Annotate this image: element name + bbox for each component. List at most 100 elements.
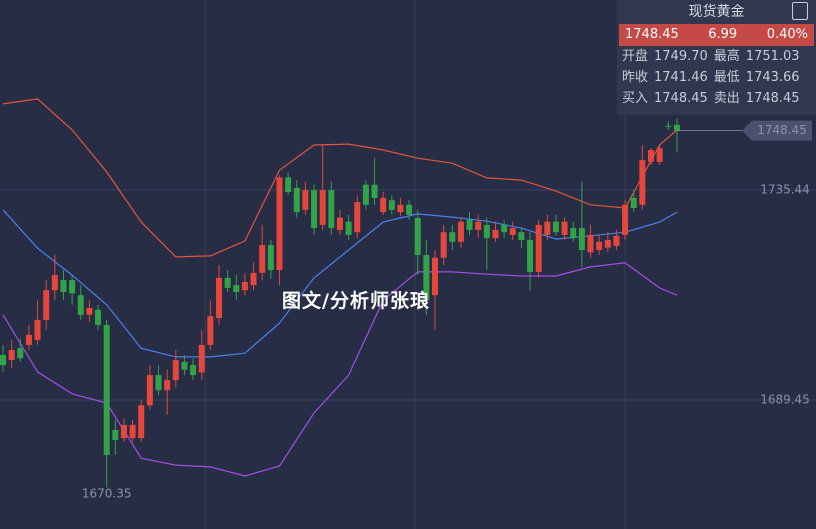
quote-row: 昨收 1741.46 最低 1743.66: [617, 68, 816, 88]
candle-body: [552, 221, 559, 233]
candle-body: [406, 204, 413, 215]
candle-body: [457, 221, 464, 242]
candle-body: [302, 190, 309, 210]
watermark: 图文/分析师张琅: [282, 290, 430, 312]
candle-body: [129, 424, 136, 439]
quote-label: 昨收: [622, 70, 649, 85]
quote-row: 买入 1748.45 卖出 1748.45: [617, 89, 816, 109]
quote-value: 1751.03: [745, 49, 800, 64]
candle-body: [656, 148, 663, 162]
quote-value: 1743.66: [745, 70, 800, 85]
candle-body: [285, 177, 292, 193]
quote-label: 卖出: [713, 91, 740, 106]
candle-body: [501, 224, 508, 233]
price-tag-label: 1748.45: [757, 123, 807, 137]
candle-body: [60, 280, 67, 293]
candle-body: [120, 424, 127, 439]
candle-body: [362, 184, 369, 205]
price: 1748.45: [625, 27, 679, 42]
quote-panel: 现货黄金 1748.45 6.99 0.40% 开盘 1749.70 最高 1751.…: [617, 0, 816, 115]
candle-body: [146, 375, 153, 406]
candle-body: [172, 360, 179, 381]
candle-body: [345, 221, 352, 235]
candle-body: [0, 355, 6, 366]
candle-body: [665, 125, 672, 127]
candle-body: [578, 228, 585, 251]
y-tick-label: 1689.45: [760, 393, 810, 407]
low-label: 1670.35: [82, 487, 132, 501]
price-tag: [742, 120, 812, 141]
candle-body: [112, 429, 119, 440]
change-pct: 0.40%: [766, 27, 808, 42]
quote-label: 最低: [713, 70, 740, 85]
candle-body: [630, 197, 637, 208]
candle-body: [8, 350, 15, 361]
candle-body: [648, 150, 654, 162]
candle-body: [449, 232, 456, 242]
candle-body: [544, 221, 551, 235]
candle-body: [622, 204, 629, 235]
panel-title: 现货黄金: [688, 4, 745, 20]
candle-body: [77, 295, 84, 315]
candle-body: [518, 232, 525, 240]
candle-body: [198, 344, 205, 373]
band-line: [2, 98, 678, 258]
candle-body: [587, 234, 594, 253]
candle-body: [423, 255, 430, 301]
candle-body: [319, 190, 326, 225]
quote-value: 1741.46: [654, 70, 708, 85]
candle-body: [371, 184, 378, 198]
candle-body: [336, 217, 343, 230]
candle-body: [241, 281, 248, 291]
y-tick-label: 1735.44: [760, 183, 810, 197]
quote-label: 最高: [713, 49, 740, 64]
candle-body: [414, 218, 421, 256]
candle-body: [51, 275, 58, 291]
quote-value: 1748.45: [654, 91, 708, 106]
candle-body: [432, 257, 438, 296]
candle-body: [527, 239, 534, 272]
candle-body: [397, 204, 404, 213]
candle-body: [440, 232, 447, 258]
candle-body: [354, 202, 361, 233]
candle-body: [190, 365, 197, 376]
candle-body: [509, 228, 516, 235]
price-bar: 1748.45 6.99 0.40%: [619, 24, 814, 46]
candle-body: [233, 285, 240, 293]
quote-value: 1749.70: [654, 49, 708, 64]
candle-body: [673, 124, 680, 131]
band-line: [2, 262, 678, 477]
candle-body: [103, 324, 110, 456]
candle-body: [164, 380, 171, 391]
candle-body: [328, 190, 335, 229]
candle-body: [311, 190, 318, 229]
candle-body: [492, 229, 499, 239]
candle-body: [604, 239, 611, 248]
candle-body: [570, 228, 577, 239]
candle-body: [17, 348, 24, 359]
candle-body: [25, 334, 32, 345]
candle-body: [259, 244, 266, 273]
change: 6.99: [708, 27, 738, 42]
candle-body: [475, 221, 482, 230]
menu-icon[interactable]: [792, 2, 808, 20]
candle-body: [639, 160, 646, 205]
quote-value: 1748.45: [745, 91, 800, 106]
quote-rows: 开盘 1749.70 最高 1751.03 昨收 1741.46 最低 1743.66 买入 17…: [617, 47, 816, 109]
candle-body: [267, 244, 274, 271]
candle-body: [181, 361, 188, 370]
candle-body: [34, 319, 41, 340]
candle-body: [95, 309, 102, 325]
candle-body: [69, 280, 76, 294]
candle-body: [561, 221, 568, 235]
candle-body: [535, 224, 542, 272]
candle-body: [483, 224, 490, 239]
candle-body: [388, 200, 395, 210]
candle-body: [224, 277, 231, 288]
candle-body: [250, 272, 257, 286]
candle-body: [466, 219, 473, 230]
quote-label: 开盘: [622, 49, 649, 64]
candle-body: [43, 290, 50, 320]
